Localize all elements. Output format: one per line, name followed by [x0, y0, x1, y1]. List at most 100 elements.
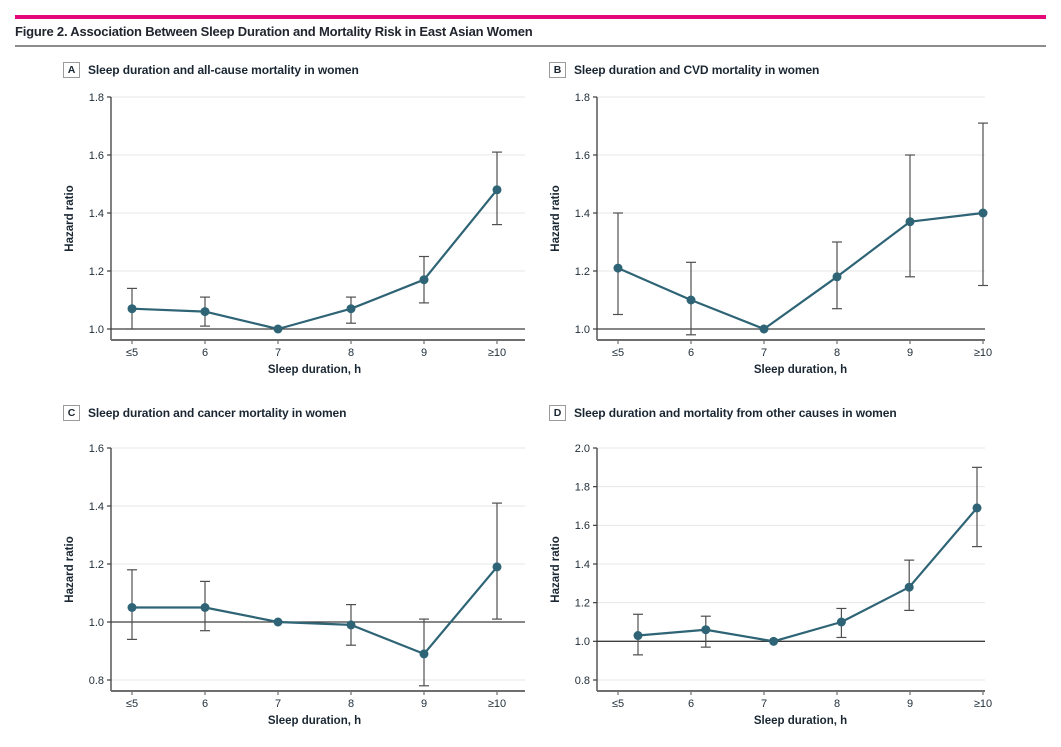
x-tick-label: 6: [688, 347, 694, 359]
panel-c-chart: 0.8 1.0 1.2 1.4 1.6 ≤5 6 7 8 9 ≥10 Sleep duration, …: [59, 436, 537, 741]
y-tick-label: 2.0: [575, 443, 590, 455]
chart-c-svg: 0.8 1.0 1.2 1.4 1.6 ≤5 6 7 8 9 ≥10 Sleep duration, …: [64, 443, 525, 727]
data-point: [633, 631, 643, 641]
y-axis-title: Hazard ratio: [550, 185, 562, 251]
x-tick-label: 8: [348, 698, 354, 710]
x-tick-label: ≥10: [488, 698, 506, 710]
x-axis-title: Sleep duration, h: [754, 715, 847, 727]
data-point: [346, 304, 356, 314]
panel-b-header: B Sleep duration and CVD mortality in wo…: [549, 62, 819, 78]
y-tick-label: 1.8: [575, 92, 590, 104]
panel-a-title: Sleep duration and all-cause mortality i…: [88, 63, 359, 77]
panel-b-chart: 1.0 1.2 1.4 1.6 1.8 ≤5 6 7 8 9 ≥10 Sleep duration, …: [545, 85, 997, 390]
panel-a-chart: 1.0 1.2 1.4 1.6 1.8 ≤5 6 7 8 9 ≥10 Sleep duration, …: [59, 85, 537, 390]
x-tick-label: 9: [907, 698, 913, 710]
x-tick-label: 9: [421, 347, 427, 359]
x-tick-label: ≤5: [126, 347, 138, 359]
y-tick-label: 1.2: [89, 266, 104, 278]
panel-c-title: Sleep duration and cancer mortality in w…: [88, 406, 347, 420]
panel-a-header: A Sleep duration and all-cause mortality…: [63, 62, 359, 78]
y-tick-label: 0.8: [575, 675, 590, 687]
series-line: [617, 211, 984, 331]
x-tick-label: ≤5: [126, 698, 138, 710]
accent-rule: [15, 15, 1046, 19]
x-tick-label: 7: [761, 698, 767, 710]
panel-b-title: Sleep duration and CVD mortality in wome…: [574, 63, 820, 77]
title-divider: [15, 45, 1046, 47]
data-point: [905, 217, 915, 227]
x-tick-label: 8: [348, 347, 354, 359]
error-bar: [492, 502, 502, 620]
y-tick-label: 1.0: [575, 324, 590, 336]
x-tick-label: ≤5: [612, 347, 624, 359]
y-axis-title: Hazard ratio: [550, 536, 562, 602]
x-axis-title: Sleep duration, h: [754, 364, 847, 376]
y-tick-label: 1.8: [89, 92, 104, 104]
y-tick-label: 1.2: [575, 598, 590, 610]
y-tick-label: 1.4: [575, 559, 590, 571]
data-point: [419, 649, 429, 659]
data-point: [492, 562, 502, 572]
x-tick-label: 9: [907, 347, 913, 359]
data-point: [127, 603, 137, 612]
panel-a-letter-badge: A: [63, 62, 80, 78]
data-point: [832, 272, 842, 282]
data-point: [346, 620, 356, 630]
y-tick-label: 1.6: [89, 150, 104, 162]
panel-b-letter-badge: B: [549, 62, 566, 78]
y-tick-label: 1.6: [89, 443, 104, 455]
chart-a-svg: 1.0 1.2 1.4 1.6 1.8 ≤5 6 7 8 9 ≥10 Sleep duration, …: [64, 92, 525, 376]
y-tick-label: 1.6: [575, 520, 590, 532]
y-tick-label: 1.2: [575, 266, 590, 278]
error-bar: [905, 154, 915, 278]
x-tick-label: 8: [834, 698, 840, 710]
x-tick-label: 7: [761, 347, 767, 359]
x-tick-label: 9: [421, 698, 427, 710]
x-tick-label: ≥10: [974, 698, 992, 710]
data-point: [200, 603, 210, 612]
x-tick-label: ≥10: [488, 347, 506, 359]
x-tick-label: 7: [275, 698, 281, 710]
x-axis-title: Sleep duration, h: [268, 715, 361, 727]
x-tick-label: ≥10: [974, 347, 992, 359]
data-point: [273, 324, 283, 334]
figure-title: Figure 2. Association Between Sleep Dura…: [15, 24, 533, 39]
y-tick-label: 1.4: [89, 208, 104, 220]
x-tick-label: 8: [834, 347, 840, 359]
panel-d-title: Sleep duration and mortality from other …: [574, 406, 897, 420]
y-tick-label: 1.0: [89, 324, 104, 336]
data-point: [759, 324, 769, 334]
x-tick-label: 6: [202, 698, 208, 710]
data-point: [200, 307, 210, 317]
data-point: [769, 636, 779, 646]
panel-c-letter-badge: C: [63, 405, 80, 421]
y-tick-label: 1.6: [575, 150, 590, 162]
panel-d-chart: 0.8 1.0 1.2 1.4 1.6 1.8 2.0 ≤5 6 7 8 9 ≥10 Sleep dura…: [545, 436, 997, 741]
error-bar: [978, 122, 988, 287]
y-tick-label: 1.0: [89, 617, 104, 629]
data-point: [492, 185, 502, 195]
data-point: [904, 582, 914, 592]
x-tick-label: 6: [202, 347, 208, 359]
x-axis-title: Sleep duration, h: [268, 364, 361, 376]
data-point: [978, 208, 988, 218]
y-tick-label: 1.0: [575, 636, 590, 648]
panel-d-letter-badge: D: [549, 405, 566, 421]
x-tick-label: ≤5: [612, 698, 624, 710]
panel-c-header: C Sleep duration and cancer mortality in…: [63, 405, 346, 421]
y-axis-title: Hazard ratio: [64, 536, 76, 602]
series-line: [131, 189, 498, 331]
chart-b-svg: 1.0 1.2 1.4 1.6 1.8 ≤5 6 7 8 9 ≥10 Sleep duration, …: [550, 92, 992, 376]
data-point: [273, 617, 283, 627]
data-point: [419, 275, 429, 285]
y-tick-label: 1.4: [575, 208, 590, 220]
series-line: [637, 507, 978, 643]
y-tick-label: 0.8: [89, 675, 104, 687]
chart-d-svg: 0.8 1.0 1.2 1.4 1.6 1.8 2.0 ≤5 6 7 8 9 ≥10 Sleep dura…: [550, 443, 992, 727]
data-point: [836, 617, 846, 627]
panel-d-header: D Sleep duration and mortality from othe…: [549, 405, 897, 421]
data-point: [686, 295, 696, 305]
y-tick-label: 1.8: [575, 482, 590, 494]
series-line: [132, 566, 498, 655]
